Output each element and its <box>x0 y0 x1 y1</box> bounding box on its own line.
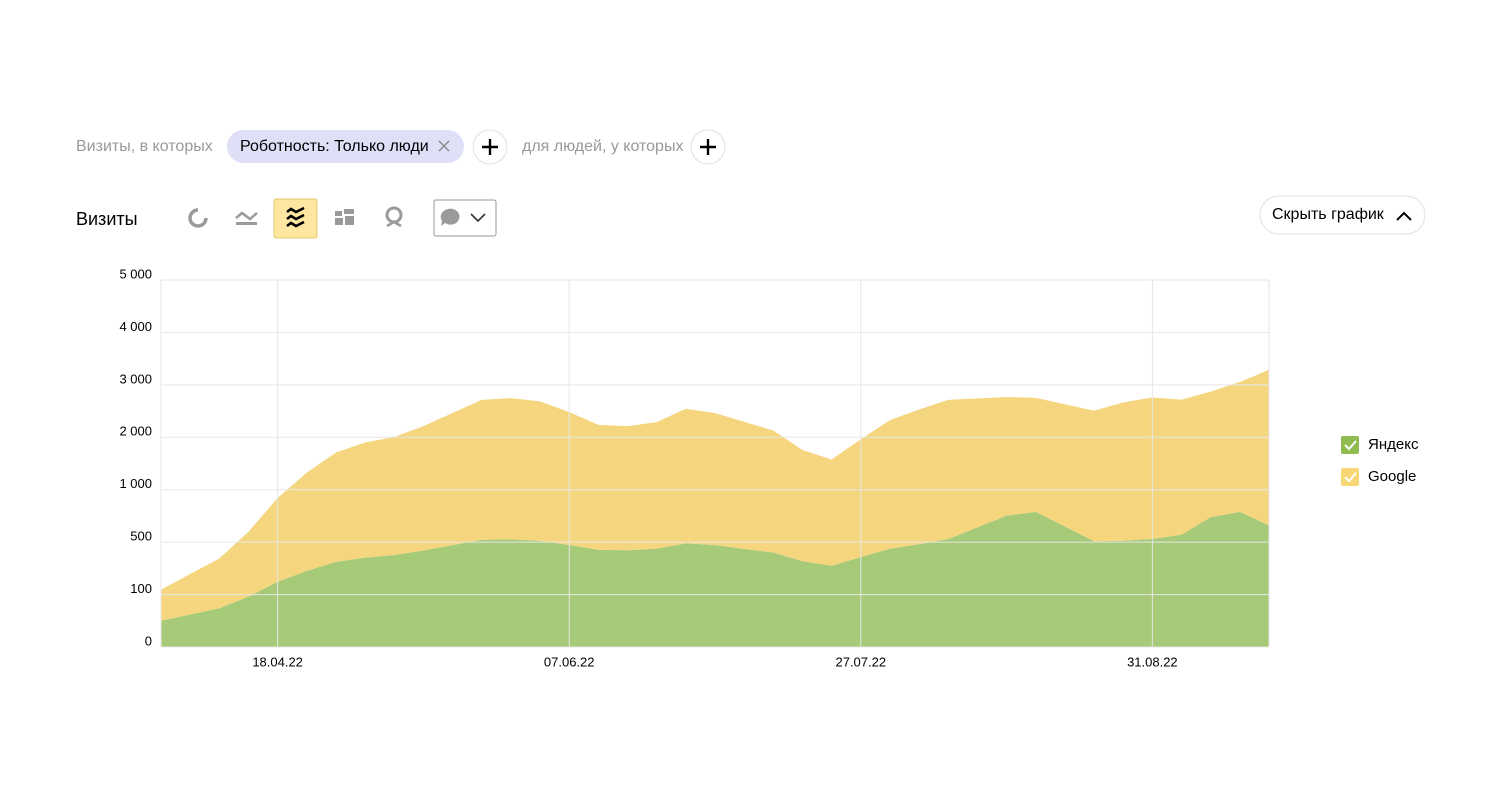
line-icon <box>235 211 258 221</box>
y-tick-label: 1 000 <box>119 476 152 491</box>
y-tick-label: 100 <box>130 581 152 596</box>
annotations-dropdown[interactable] <box>433 199 497 237</box>
legend-item[interactable]: Яндекс <box>1341 436 1419 454</box>
filter-prefix: Визиты, в которых <box>76 138 213 155</box>
comment-icon <box>440 208 460 226</box>
legend-swatch <box>1341 468 1359 486</box>
areas <box>161 369 1269 647</box>
chip-bg <box>227 130 464 163</box>
button-chevron <box>1396 211 1412 221</box>
chip-label: Роботность: Только люди <box>240 138 429 155</box>
map-icon-base <box>386 220 402 228</box>
hide-chart-button[interactable]: Скрыть график <box>1259 195 1426 235</box>
filter-chip[interactable]: Роботность: Только люди <box>227 130 464 163</box>
legend-item[interactable]: Google <box>1341 468 1416 486</box>
y-tick-label: 5 000 <box>119 266 152 281</box>
x-tick-label: 31.08.22 <box>1127 654 1178 669</box>
dropdown-arrow <box>470 213 486 223</box>
chip-close[interactable] <box>438 140 450 152</box>
y-tick-label: 2 000 <box>119 424 152 439</box>
button-label: Скрыть график <box>1272 206 1385 223</box>
chart-type-area[interactable] <box>273 198 318 239</box>
add-people-filter-button[interactable] <box>690 129 726 165</box>
button-bg <box>1259 195 1426 235</box>
chart-type-pie[interactable] <box>188 208 208 228</box>
legend-swatch <box>1341 436 1359 454</box>
y-tick-label: 3 000 <box>119 371 152 386</box>
add-plus <box>482 139 498 155</box>
y-tick-label: 0 <box>145 633 152 648</box>
add-filter-button[interactable] <box>472 129 508 165</box>
area <box>161 511 1269 647</box>
area-icon <box>286 206 305 228</box>
chart-type-line[interactable] <box>235 211 258 225</box>
x-tick-label: 27.07.22 <box>835 654 886 669</box>
x-tick-label: 18.04.22 <box>252 654 303 669</box>
legend-check <box>1344 472 1357 483</box>
chart: 0 100 500 1 000 2 000 3 000 4 000 5 000 18.04.22… <box>119 266 1418 669</box>
pie-icon <box>188 208 208 228</box>
legend-label: Google <box>1368 468 1416 485</box>
map-icon <box>385 206 403 224</box>
area <box>161 369 1269 621</box>
bar-icon <box>335 209 354 225</box>
line-icon-base <box>236 222 257 225</box>
chart-type-bar[interactable] <box>335 209 354 225</box>
legend-check <box>1344 440 1357 451</box>
metric-label: Визиты <box>76 209 138 229</box>
y-tick-label: 4 000 <box>119 319 152 334</box>
add-plus <box>700 139 716 155</box>
filter-suffix: для людей, у которых <box>522 138 683 155</box>
y-tick-label: 500 <box>130 529 152 544</box>
x-tick-label: 07.06.22 <box>544 654 595 669</box>
legend-label: Яндекс <box>1368 436 1419 453</box>
chart-type-map[interactable] <box>385 206 403 228</box>
